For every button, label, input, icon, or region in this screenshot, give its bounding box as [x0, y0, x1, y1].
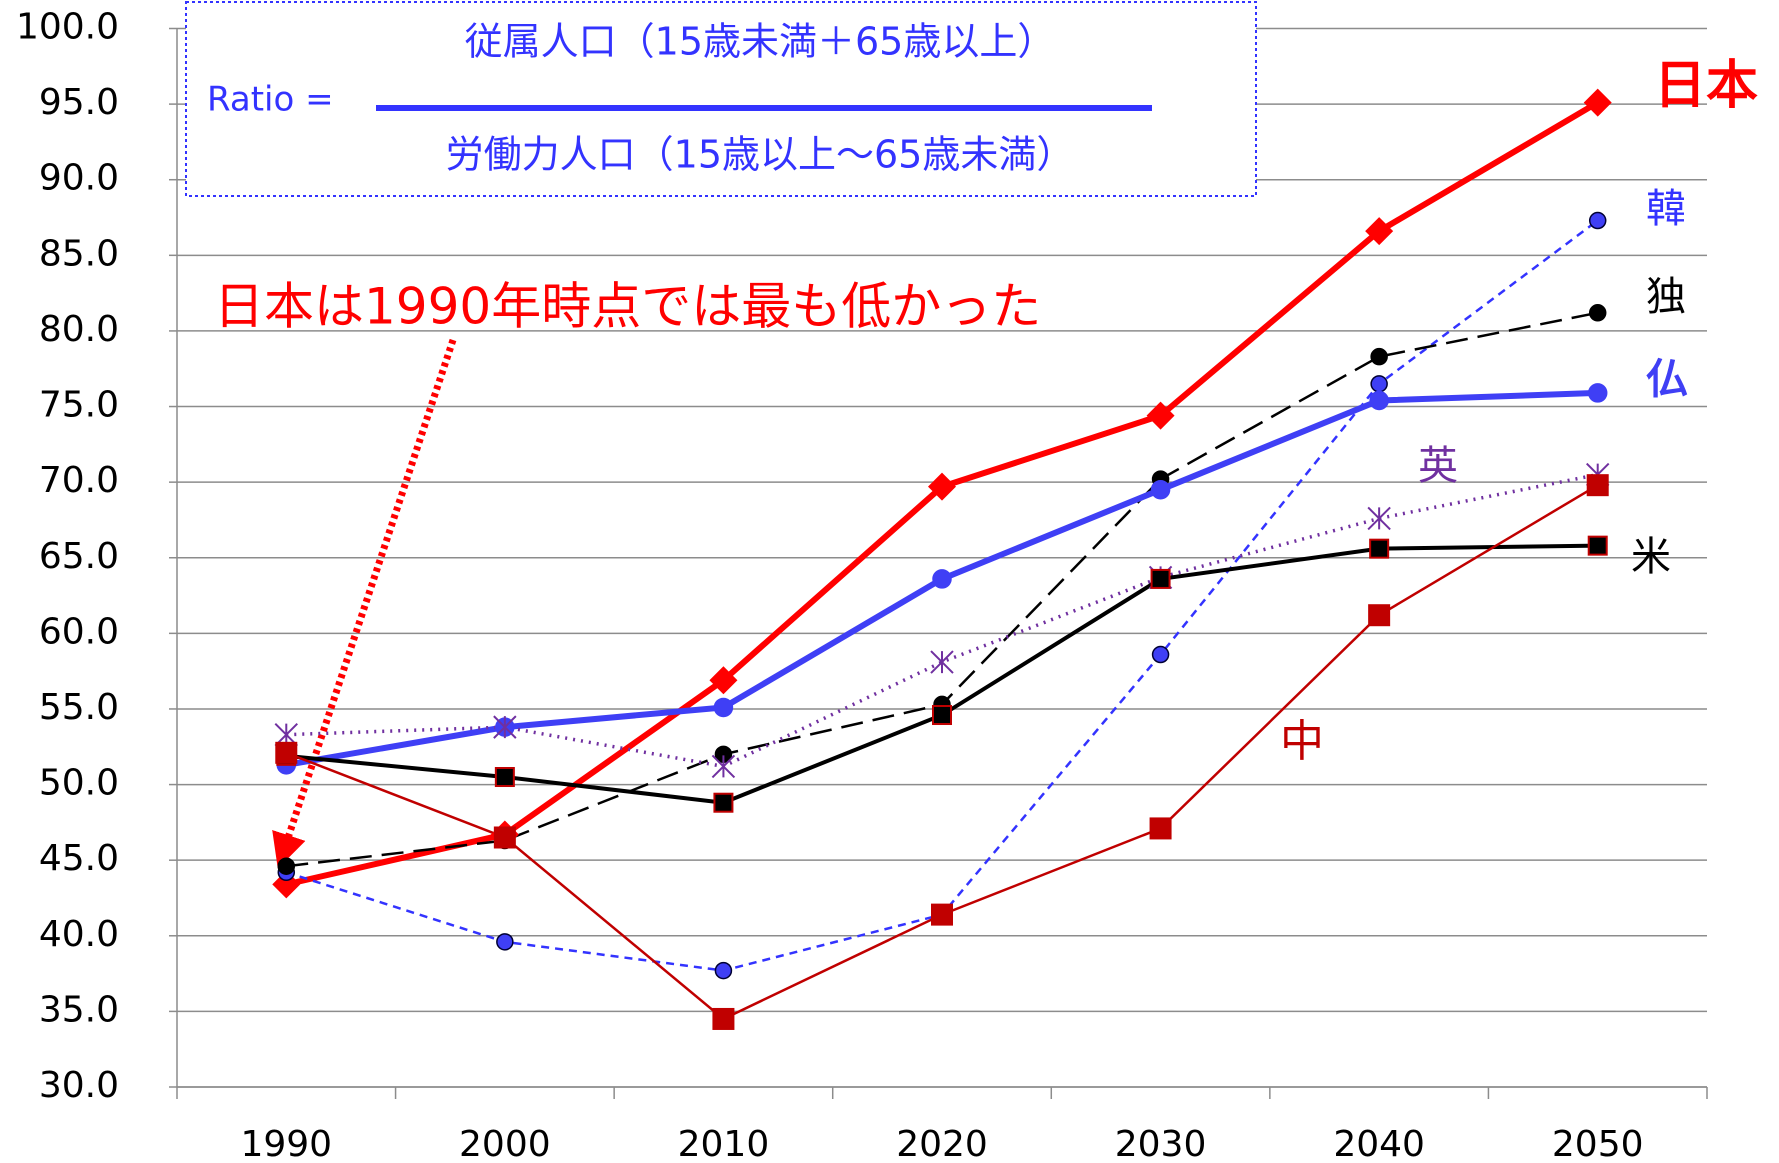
marker — [712, 1007, 735, 1030]
y-tick-label: 40.0 — [39, 914, 119, 955]
marker — [277, 857, 296, 875]
y-tick-label: 45.0 — [39, 838, 119, 879]
x-tick-label: 2030 — [1115, 1124, 1207, 1163]
marker — [1588, 304, 1607, 322]
y-tick-label: 90.0 — [39, 158, 119, 199]
marker — [713, 792, 734, 813]
marker — [931, 903, 953, 926]
marker — [1370, 347, 1388, 366]
series-line — [285, 484, 1599, 1021]
marker — [932, 705, 952, 726]
series-line — [286, 311, 1598, 868]
marker — [713, 697, 734, 718]
y-tick-label: 70.0 — [39, 460, 119, 501]
marker — [932, 569, 952, 589]
marker — [1587, 535, 1608, 556]
y-tick-label: 35.0 — [39, 989, 119, 1030]
annotation: 日本は1990年時点では最も低かった — [214, 278, 1041, 336]
marker — [1583, 88, 1612, 117]
marker — [1369, 390, 1389, 411]
y-tick-label: 55.0 — [39, 687, 119, 728]
marker — [930, 650, 954, 674]
marker — [493, 715, 517, 739]
marker — [714, 961, 733, 980]
formula-denominator: 労働力人口（15歳以上～65歳未満） — [446, 133, 1075, 177]
marker — [1146, 401, 1175, 430]
marker — [1150, 568, 1171, 589]
marker — [711, 754, 736, 779]
y-tick-label: 50.0 — [39, 763, 119, 804]
x-tick-label: 2020 — [896, 1124, 988, 1163]
annotation-arrow — [272, 338, 457, 869]
marker — [1149, 817, 1172, 840]
series-label: 米 — [1631, 534, 1671, 580]
y-tick-label: 75.0 — [39, 385, 119, 426]
x-tick-label: 2040 — [1333, 1124, 1425, 1163]
marker — [1365, 217, 1394, 246]
formula-numerator: 従属人口（15歳未満＋65歳以上） — [465, 20, 1056, 64]
y-tick-label: 65.0 — [39, 536, 119, 577]
formula-lhs: Ratio = — [207, 80, 334, 120]
series-label: 仏 — [1646, 355, 1688, 404]
y-tick-label: 30.0 — [39, 1065, 119, 1106]
series-label: 日本 — [1654, 56, 1758, 116]
y-tick-label: 85.0 — [39, 233, 119, 274]
series-label: 中 — [1280, 716, 1324, 767]
marker — [275, 741, 298, 764]
marker — [928, 472, 956, 501]
marker — [1369, 538, 1390, 559]
x-tick-label: 2050 — [1552, 1124, 1644, 1163]
series-label: 独 — [1646, 274, 1686, 320]
marker — [494, 767, 515, 788]
marker — [1150, 479, 1171, 500]
y-tick-label: 60.0 — [39, 611, 119, 652]
marker — [1370, 375, 1388, 393]
marker — [1586, 474, 1609, 497]
marker — [1587, 383, 1608, 403]
x-tick-label: 1990 — [240, 1124, 332, 1163]
marker — [493, 826, 516, 849]
x-tick-label: 2000 — [459, 1124, 551, 1163]
series-label: 英 — [1418, 443, 1458, 489]
y-tick-label: 95.0 — [39, 82, 119, 123]
series-label: 韓 — [1646, 186, 1686, 232]
formula-box — [185, 1, 1257, 197]
marker — [1588, 211, 1607, 230]
marker — [496, 933, 514, 951]
x-tick-label: 2010 — [678, 1124, 770, 1163]
marker — [1367, 506, 1391, 531]
y-tick-label: 100.0 — [16, 7, 119, 48]
marker — [1368, 604, 1391, 627]
y-tick-label: 80.0 — [39, 309, 119, 350]
marker — [1151, 645, 1170, 664]
marker — [709, 666, 738, 695]
